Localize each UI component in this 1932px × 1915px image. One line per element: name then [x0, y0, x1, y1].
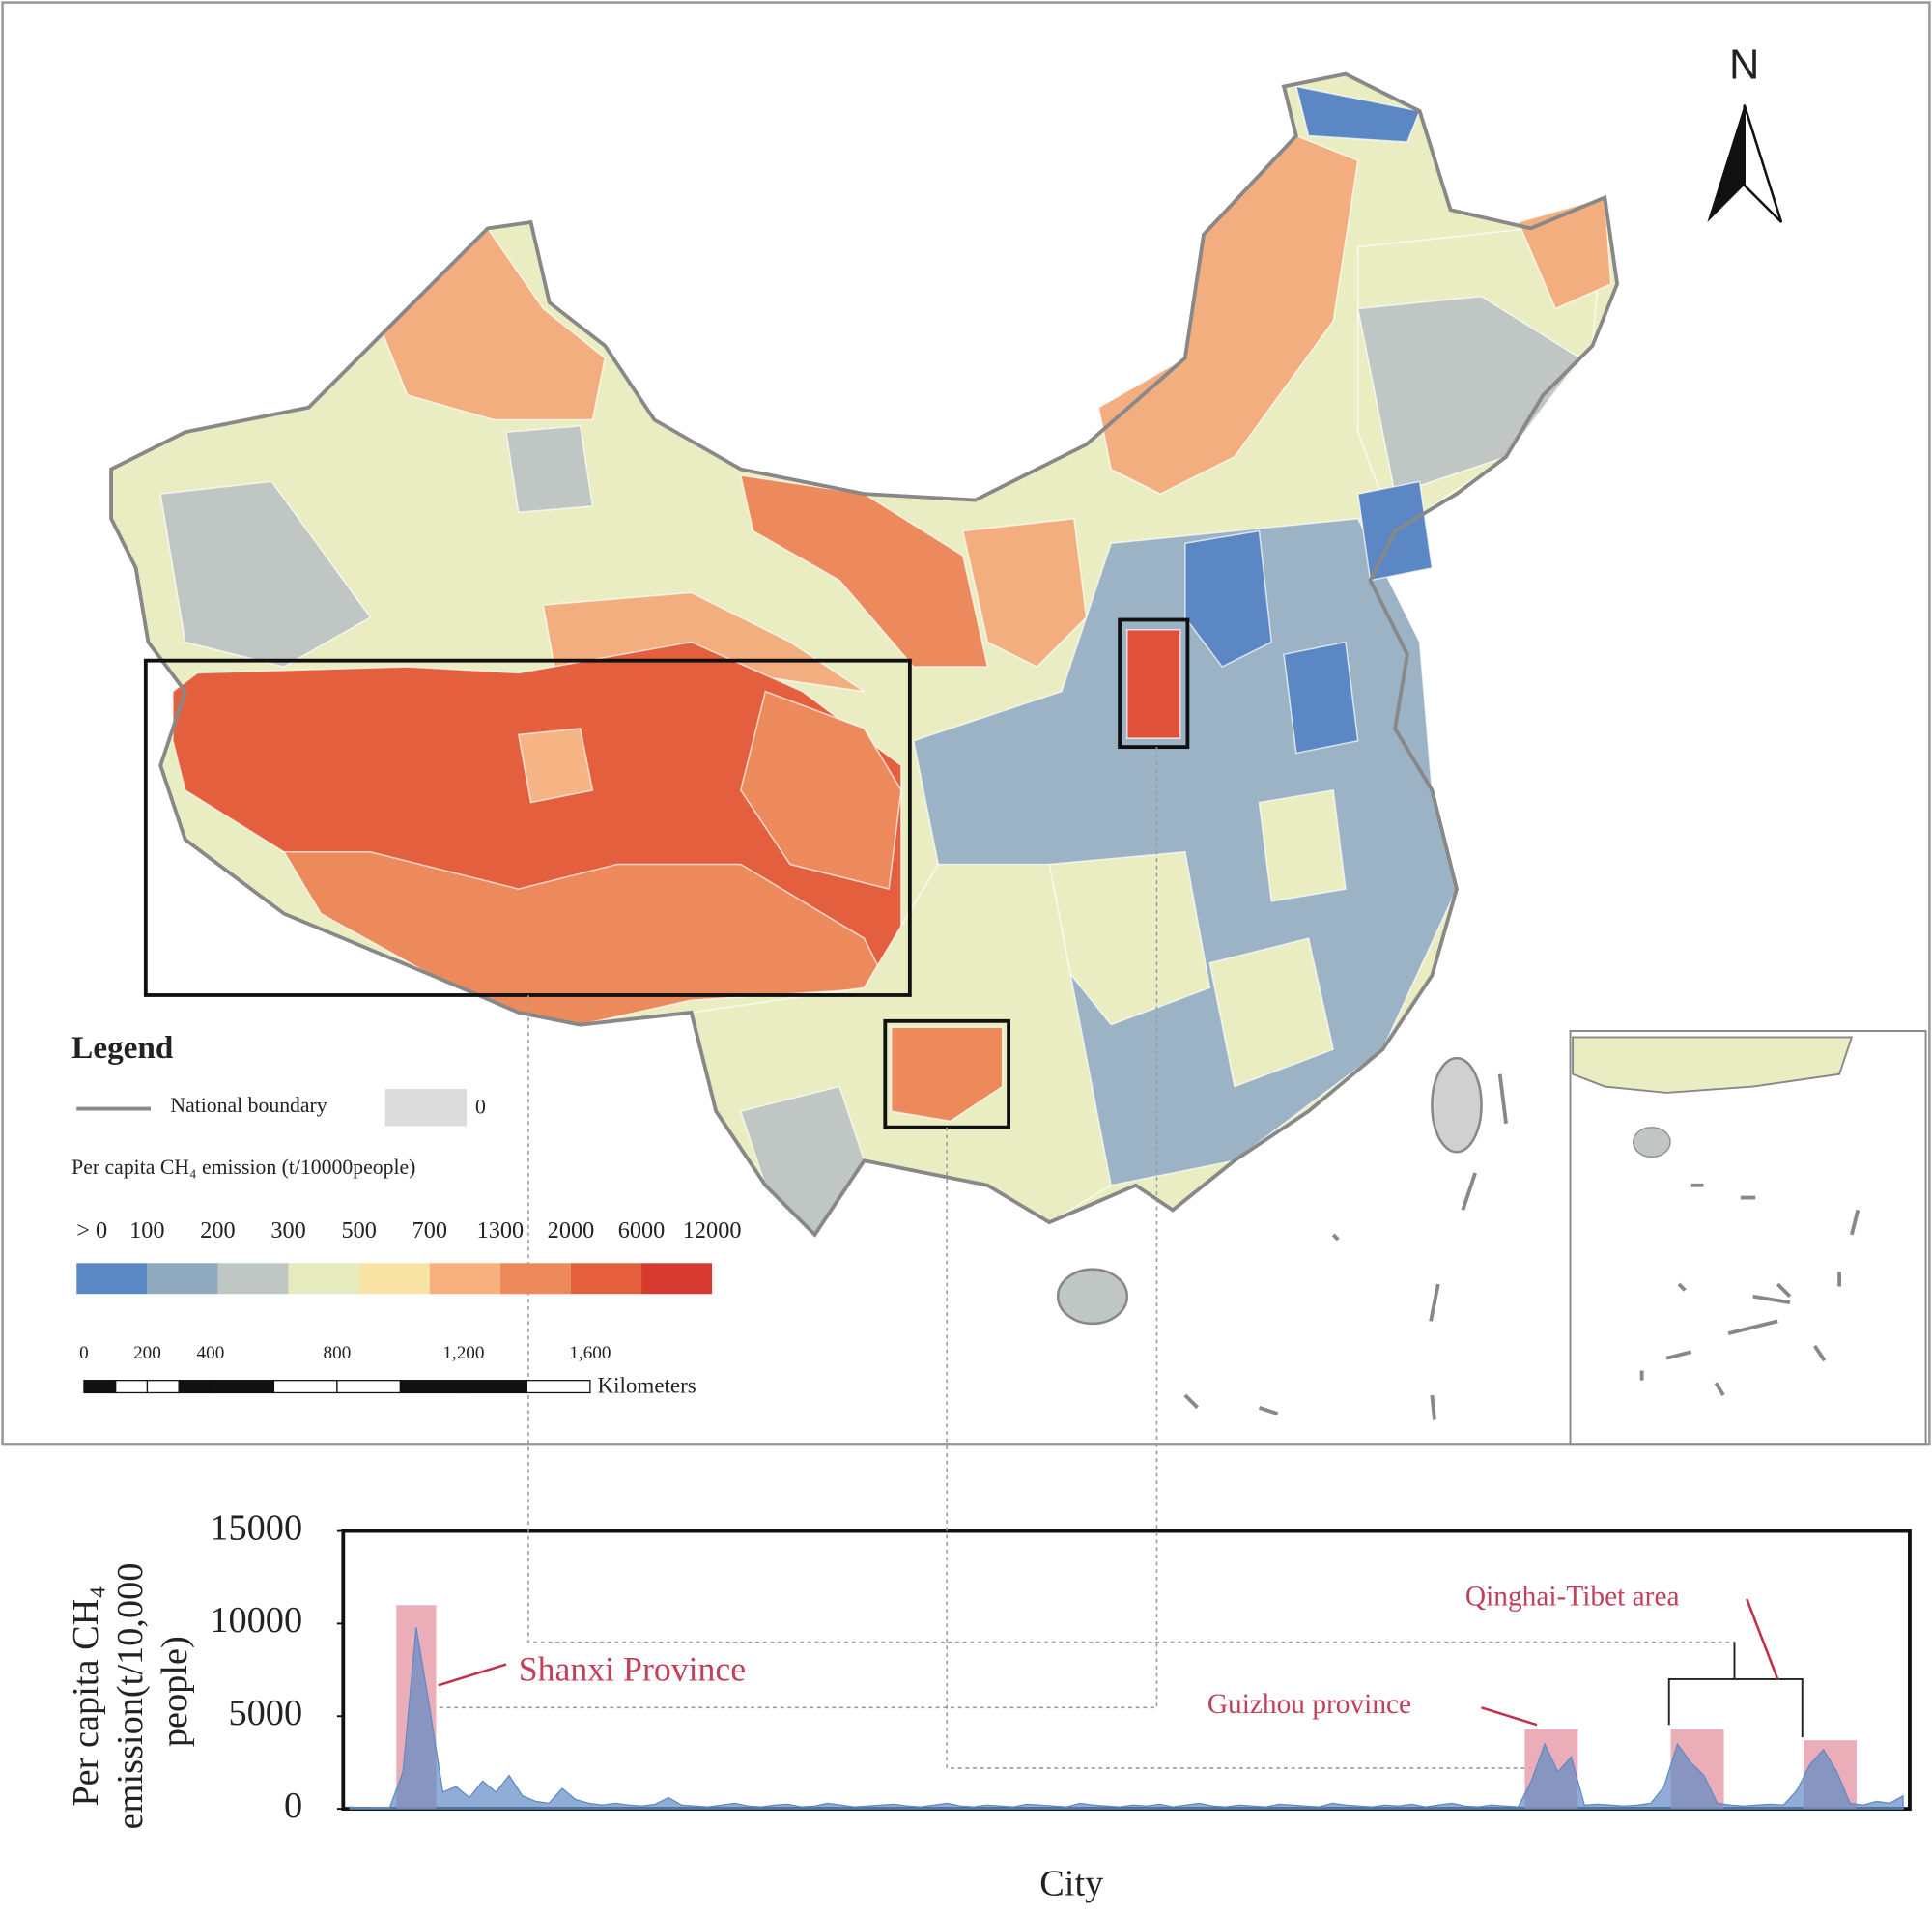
leader-lines — [438, 747, 1736, 1769]
scale-label: 200 — [133, 1343, 161, 1363]
region — [1184, 529, 1273, 669]
scale-label: 1,600 — [569, 1343, 611, 1363]
region — [1125, 628, 1181, 739]
y-tick-label: 15000 — [210, 1507, 302, 1548]
x-axis-label: City — [1039, 1863, 1104, 1903]
inset-frame — [1569, 1030, 1927, 1446]
bin-label: 6000 — [618, 1217, 666, 1243]
scale-segment — [178, 1380, 212, 1394]
scale-label: 800 — [324, 1343, 352, 1363]
bracket — [1667, 1642, 1804, 1737]
taiwan — [1431, 1056, 1483, 1154]
north-arrow: N — [1707, 43, 1783, 223]
islands — [1183, 1073, 1508, 1420]
inset-coast — [1572, 1036, 1854, 1094]
region — [382, 227, 607, 421]
north-arrow-right — [1743, 104, 1783, 223]
legend-swatch — [76, 1263, 148, 1295]
y-label-line: people) — [155, 1636, 195, 1747]
zero-swatch — [384, 1089, 468, 1127]
legend-swatch — [217, 1263, 289, 1295]
boundary-label: National boundary — [170, 1094, 327, 1117]
bin-label: 1300 — [477, 1217, 525, 1243]
annotation: Qinghai-Tibet area — [1465, 1582, 1680, 1613]
bin-label: 100 — [129, 1217, 164, 1243]
region — [517, 728, 594, 804]
y-tick-label: 10000 — [210, 1600, 302, 1641]
legend-swatch — [288, 1263, 359, 1295]
chart: Per capita CH₄ emission(t/10,000 people)… — [66, 747, 1912, 1903]
scale-segment — [336, 1380, 402, 1394]
bin-label: 500 — [341, 1217, 376, 1243]
scale-segment — [83, 1380, 117, 1394]
annotation: Guizhou province — [1208, 1689, 1411, 1720]
y-axis-label: Per capita CH₄ emission(t/10,000 people) — [66, 1554, 195, 1829]
legend-title: Legend — [71, 1030, 174, 1066]
scale-segment — [210, 1380, 275, 1394]
zero-label: 0 — [475, 1096, 486, 1119]
scale-label: 1,200 — [442, 1343, 484, 1363]
legend-swatch — [499, 1263, 571, 1295]
y-tick-label: 0 — [284, 1786, 302, 1826]
scale-segment — [272, 1380, 338, 1394]
scale-segment — [399, 1380, 465, 1394]
scale-unit: Kilometers — [598, 1374, 696, 1398]
national-boundary — [109, 71, 1620, 1238]
north-arrow-left — [1707, 104, 1745, 223]
region — [1258, 788, 1347, 902]
y-label-line: emission(t/10,000 — [110, 1563, 151, 1830]
north-label: N — [1729, 43, 1759, 89]
region — [1208, 937, 1335, 1088]
map — [109, 71, 1927, 1446]
region — [739, 690, 902, 891]
scale-segment — [526, 1380, 591, 1394]
legend: Legend National boundary 0 Per capita CH… — [71, 1030, 486, 1179]
measure-title: Per capita CH₄ emission (t/10000people) — [71, 1156, 415, 1179]
bin-label: 300 — [270, 1217, 305, 1243]
area — [349, 1627, 1904, 1810]
y-tick-label: 5000 — [228, 1693, 302, 1733]
hainan — [1056, 1268, 1129, 1326]
shanxi-box — [1118, 617, 1190, 750]
legend-swatch — [641, 1263, 713, 1295]
scale-segment — [115, 1380, 149, 1394]
annotation-arrows — [438, 1598, 1779, 1727]
inset-island — [1633, 1127, 1671, 1158]
bin-label: 2000 — [548, 1217, 595, 1243]
legend-swatch — [429, 1263, 500, 1295]
region — [159, 480, 372, 668]
region — [1294, 85, 1421, 143]
region — [505, 425, 594, 514]
scale-segment — [463, 1380, 528, 1394]
bin-label: 700 — [412, 1217, 447, 1243]
y-label-line: Per capita CH₄ — [66, 1586, 106, 1806]
legend-swatch — [147, 1263, 218, 1295]
bin-label: 200 — [200, 1217, 235, 1243]
region — [739, 474, 989, 668]
bin-label: > 0 — [76, 1217, 107, 1243]
scale-label: 400 — [197, 1343, 225, 1363]
inset-islands — [1639, 1183, 1861, 1396]
region — [961, 517, 1088, 668]
legend-swatch — [570, 1263, 642, 1295]
region — [1356, 295, 1581, 496]
scale-label: 0 — [79, 1343, 89, 1363]
region — [890, 1026, 1004, 1123]
annotation: Shanxi Province — [519, 1650, 746, 1689]
region — [1283, 641, 1359, 755]
legend-swatch — [358, 1263, 430, 1295]
bin-label: 12000 — [683, 1217, 742, 1243]
scale-segment — [146, 1380, 180, 1394]
